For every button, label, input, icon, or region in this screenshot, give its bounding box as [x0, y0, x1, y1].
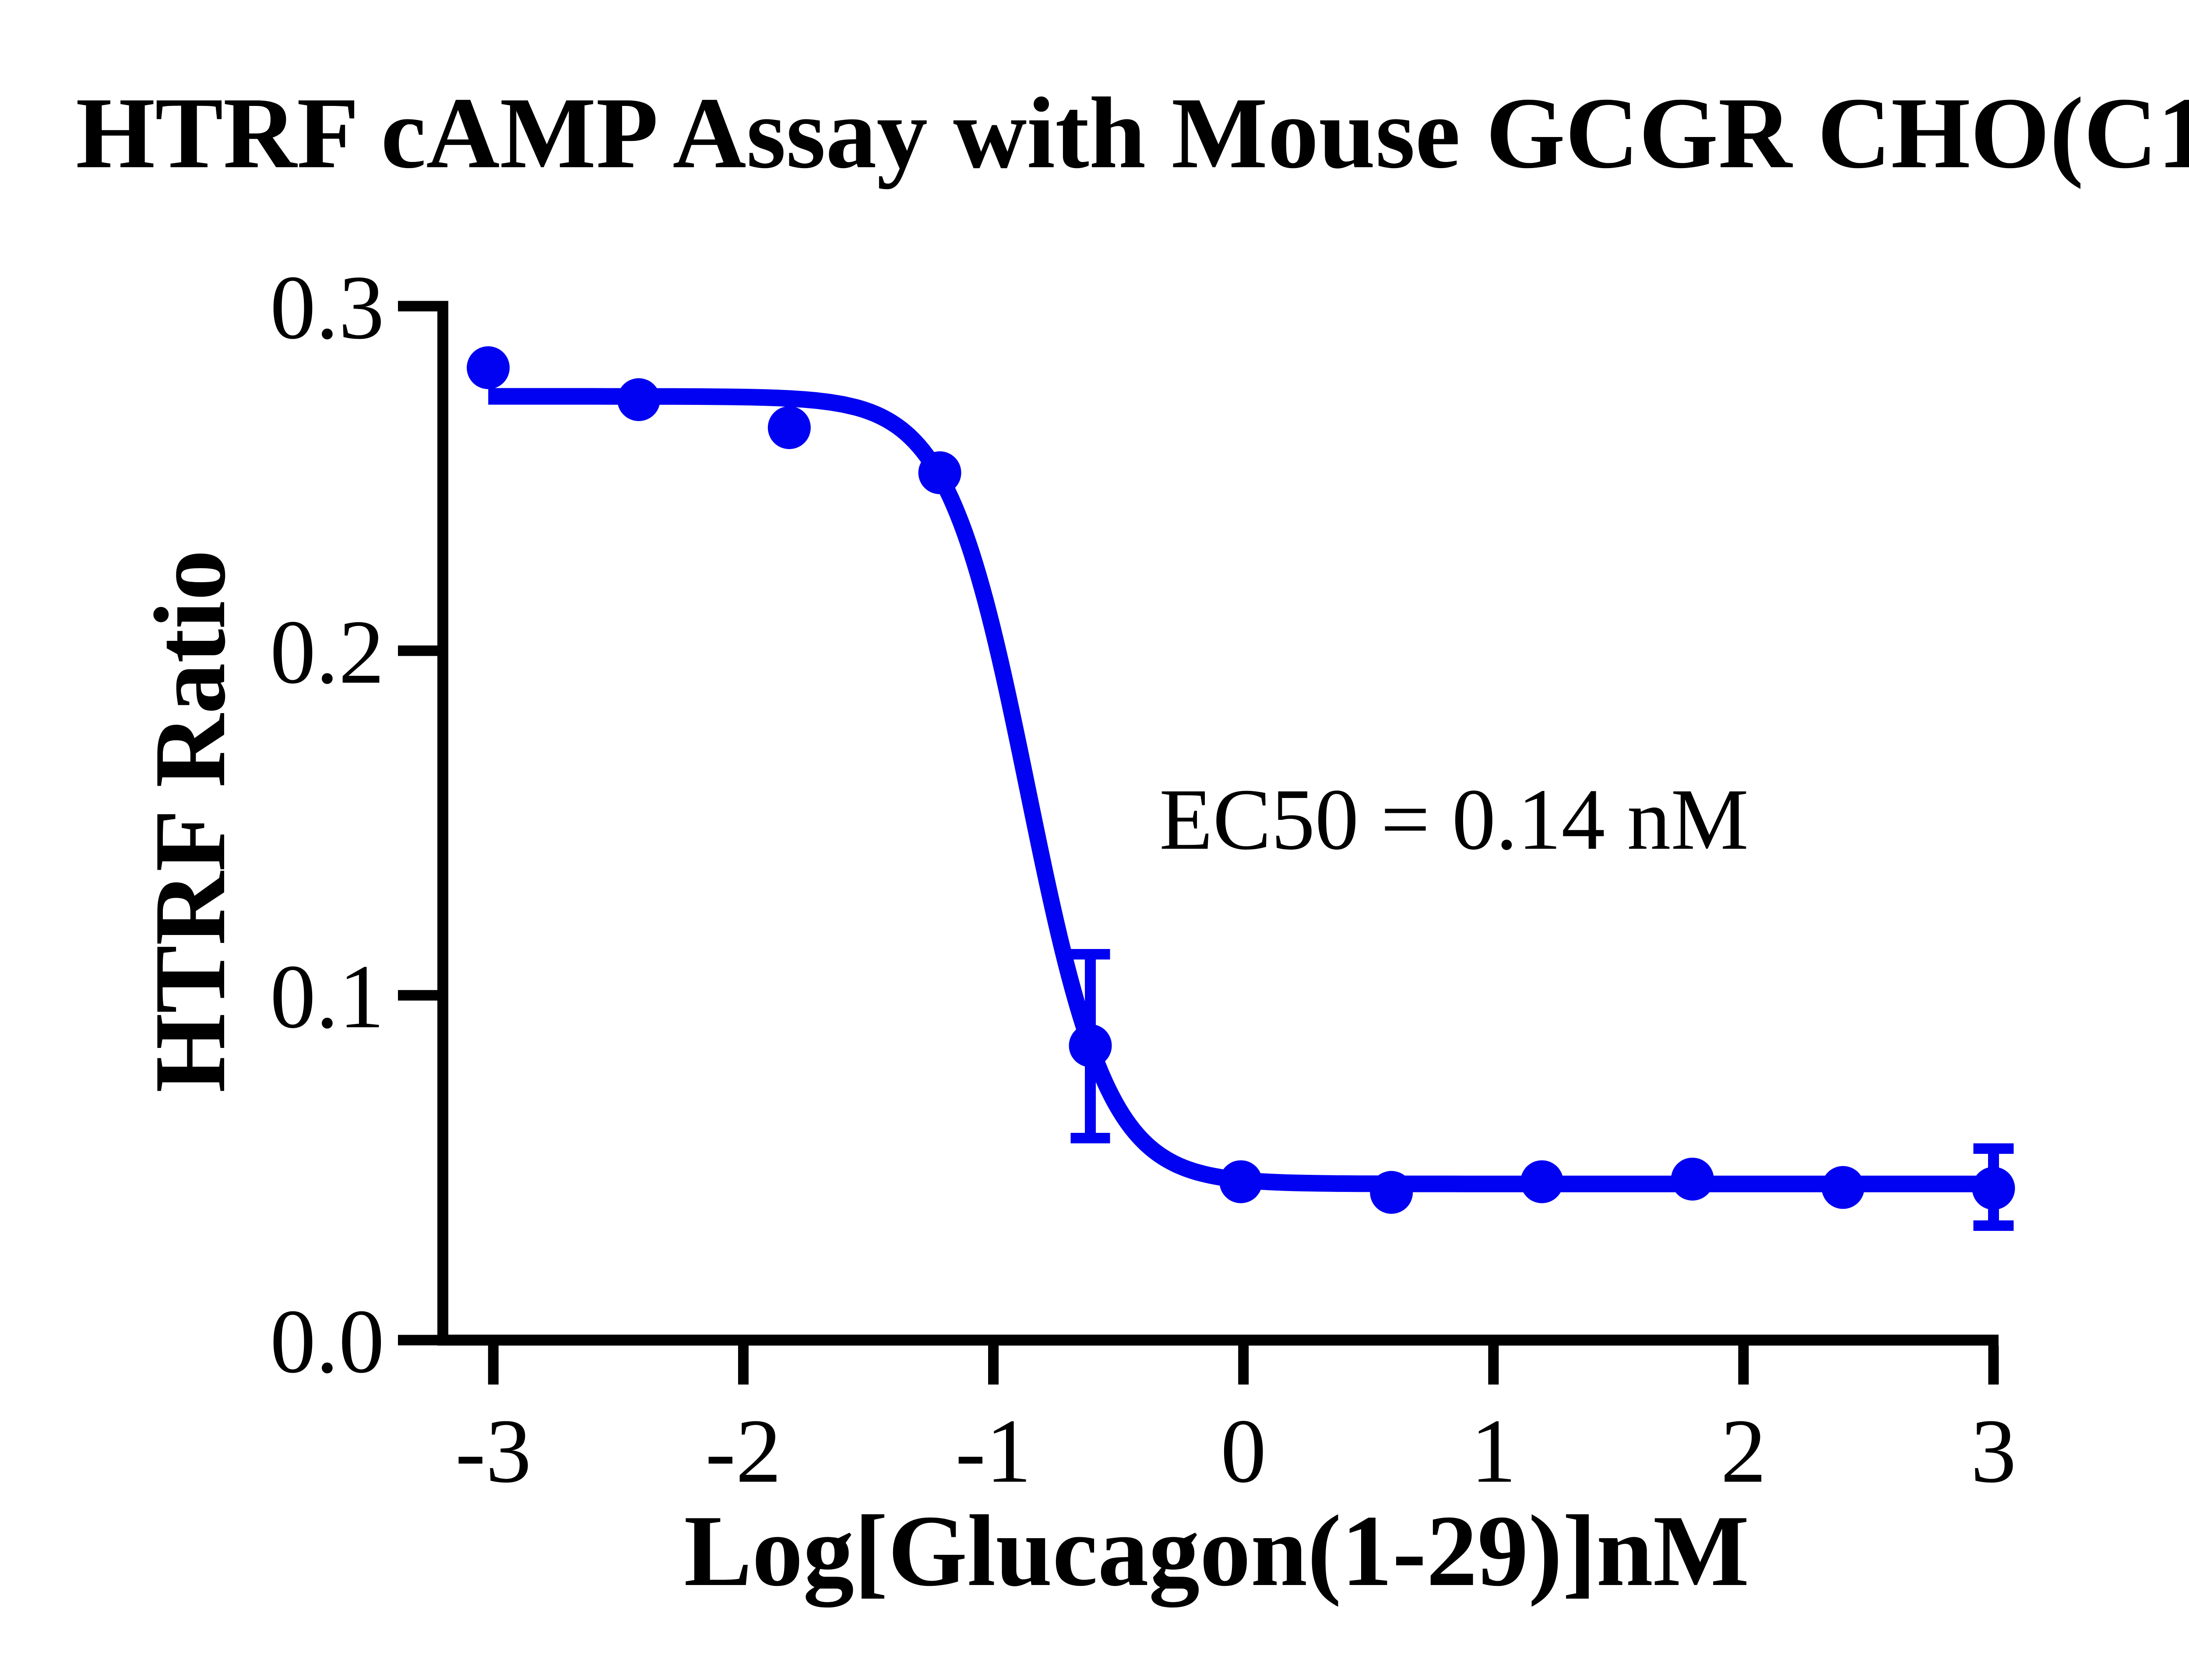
svg-text:3: 3 — [1971, 1401, 2017, 1502]
svg-text:Log[Glucagon(1-29)]nM: Log[Glucagon(1-29)]nM — [684, 1494, 1749, 1608]
svg-text:-3: -3 — [455, 1401, 531, 1502]
svg-text:EC50 = 0.14 nM: EC50 = 0.14 nM — [1159, 771, 1749, 868]
svg-text:-1: -1 — [955, 1401, 1031, 1502]
svg-text:0.0: 0.0 — [270, 1291, 384, 1392]
svg-text:-2: -2 — [705, 1401, 781, 1502]
svg-text:0.2: 0.2 — [270, 602, 384, 703]
svg-text:1: 1 — [1471, 1401, 1517, 1502]
svg-text:2: 2 — [1721, 1401, 1767, 1502]
svg-text:0.1: 0.1 — [270, 946, 384, 1047]
svg-text:HTRF cAMP Assay with Mouse GCG: HTRF cAMP Assay with Mouse GCGR CHO(C10) — [76, 65, 2189, 190]
svg-text:0: 0 — [1221, 1401, 1267, 1502]
svg-text:HTRF Ratio: HTRF Ratio — [134, 550, 246, 1093]
svg-text:0.3: 0.3 — [270, 257, 384, 358]
